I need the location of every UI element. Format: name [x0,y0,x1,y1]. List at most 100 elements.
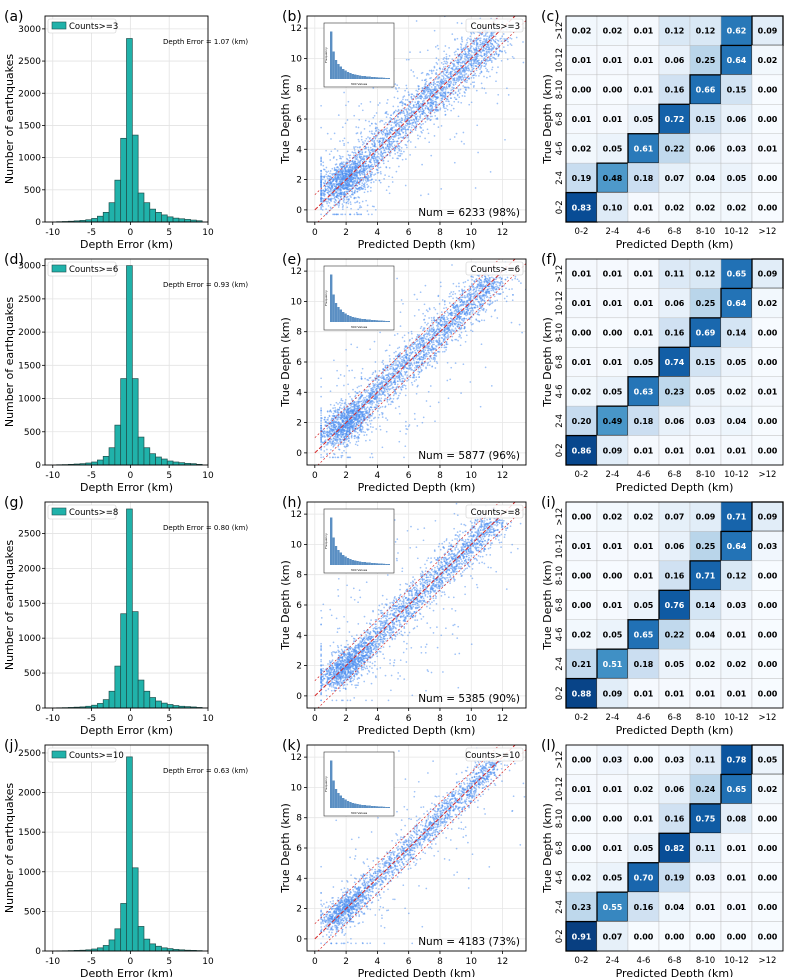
heatmap-cell-value: 0.00 [603,86,623,95]
scatter-point [491,66,494,69]
scatter-point [385,166,388,168]
scatter-point [444,91,447,93]
scatter-point [459,67,461,70]
scatter-point [420,110,423,113]
scatter-point [469,54,472,56]
scatter-point [347,188,349,191]
scatter-point [410,109,413,111]
scatter-point [371,157,373,159]
scatter-point [441,78,443,81]
scatter-point [336,192,339,195]
scatter-point [364,119,367,122]
heatmap-cell-value: 0.83 [572,203,592,212]
scatter-point [364,177,367,179]
scatter-point [472,86,475,88]
scatter-point [441,337,444,339]
scatter-point [348,183,350,185]
histogram-bar [102,211,110,223]
scatter-point [440,125,443,127]
scatter-point [398,130,401,133]
scatter-point [397,394,400,397]
scatter-point [398,155,401,157]
scatter-point [329,199,332,202]
scatter-point [479,32,482,35]
scatter-point [334,456,337,459]
scatter-point [431,115,433,118]
scatter-point [481,46,483,49]
scatter-point [320,179,322,181]
heatmap-cell-value: 0.62 [727,27,747,36]
scatter-point [473,301,475,304]
scatter-point [341,402,343,405]
scatter-point [333,185,336,188]
scatter-point [360,213,363,216]
scatter-point [433,123,435,126]
scatter-point [385,430,388,433]
scatter-point [469,63,472,66]
scatter-point [399,120,402,123]
scatter-point [400,121,403,124]
scatter-point [410,126,413,129]
heatmap-cell-value: 0.15 [727,86,747,95]
scatter-point [346,206,349,209]
scatter-point [460,140,463,143]
scatter-point [396,332,399,335]
scatter-point [452,63,455,65]
scatter-point [374,208,377,211]
scatter-point [367,156,369,158]
scatter-point [383,123,386,126]
scatter-point [376,156,378,159]
scatter-point [481,42,483,45]
scatter-point [389,154,391,157]
scatter-point [329,183,332,185]
scatter-point [415,378,418,381]
scatter-point [369,101,372,103]
scatter-point [502,291,504,294]
scatter-point [488,36,491,39]
scatter-point [422,129,424,132]
x-category-label: >12 [759,227,777,237]
scatter-point [334,190,337,193]
heatmap-cell-value: 0.25 [696,56,716,65]
scatter-point [348,164,351,166]
scatter-point [443,105,445,108]
scatter-point [369,124,371,127]
heatmap-cell-value: 0.66 [696,86,716,95]
scatter-point [396,151,399,154]
scatter-point [447,91,450,94]
scatter-point [328,186,330,189]
scatter-point [398,132,401,135]
histogram-bar [126,38,133,223]
scatter-point [442,94,444,96]
scatter-point [389,132,391,135]
scatter-point [363,185,366,187]
y-category-label: 4-6 [555,141,565,155]
scatter-point [490,60,493,62]
scatter-point [359,146,361,148]
scatter-point [366,190,369,193]
scatter-point [336,166,338,169]
scatter-point [343,167,346,169]
scatter-point [353,114,356,117]
scatter-point [468,62,470,65]
scatter-point [391,157,394,159]
scatter-point [401,104,404,107]
scatter-point [428,90,430,93]
scatter-point [454,59,457,62]
x-tick-label: 0 [128,228,134,238]
scatter-point [377,128,380,131]
scatter-point [321,178,324,181]
scatter-point [395,362,397,364]
heatmap-cell-value: 0.00 [758,86,778,95]
scatter-point [432,103,435,106]
scatter-point [411,337,414,340]
scatter-point [359,177,362,179]
scatter-point [419,51,422,53]
scatter-point [365,199,367,202]
scatter-point [330,184,333,187]
scatter-point [415,97,417,100]
scatter-point [443,66,445,68]
scatter-point [353,180,356,183]
scatter-point [446,98,448,101]
scatter-point [325,173,328,176]
